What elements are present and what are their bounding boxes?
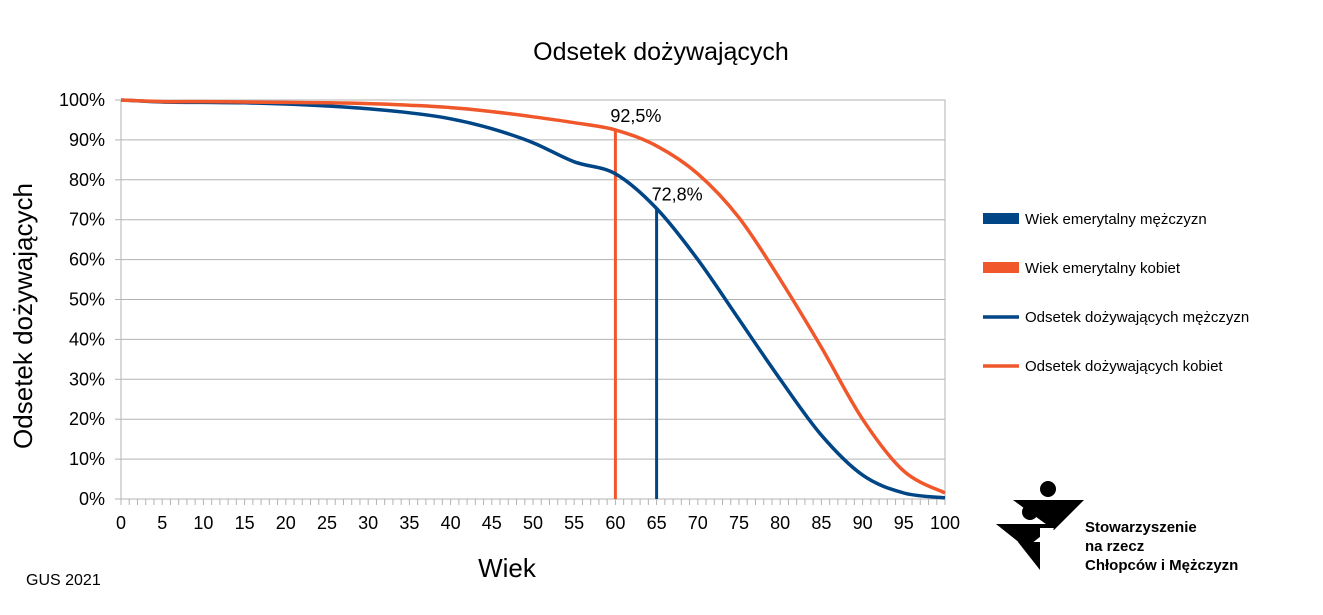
x-tick-label: 70 (688, 513, 708, 533)
legend-label-0: Wiek emerytalny mężczyzn (1025, 211, 1207, 228)
x-tick-label: 25 (317, 513, 337, 533)
x-tick-label: 35 (399, 513, 419, 533)
chart-title: Odsetek dożywających (533, 38, 789, 66)
x-tick-label: 55 (564, 513, 584, 533)
legend-label-2: Odsetek dożywających mężczyzn (1025, 309, 1249, 326)
y-tick-label: 40% (69, 329, 105, 349)
y-tick-label: 50% (69, 290, 105, 310)
logo-text-line1: Stowarzyszenie (1085, 519, 1197, 536)
y-tick-label: 100% (59, 90, 105, 110)
logo-mark-icon (996, 481, 1084, 570)
legend-label-1: Wiek emerytalny kobiet (1025, 260, 1181, 277)
data-label-0: 72,8% (652, 185, 703, 205)
x-tick-label: 15 (235, 513, 255, 533)
x-tick-label: 95 (894, 513, 914, 533)
legend-label-3: Odsetek dożywających kobiet (1025, 358, 1223, 375)
x-tick-label: 10 (193, 513, 213, 533)
logo: Stowarzyszenie na rzecz Chłopców i Mężcz… (996, 481, 1238, 574)
legend-swatch-0 (983, 213, 1019, 224)
y-tick-label: 20% (69, 409, 105, 429)
x-tick-label: 65 (647, 513, 667, 533)
x-tick-label: 5 (157, 513, 167, 533)
x-tick-label: 100 (930, 513, 960, 533)
x-tick-label: 85 (811, 513, 831, 533)
y-axis-title: Odsetek dożywających (8, 183, 38, 449)
x-tick-label: 80 (770, 513, 790, 533)
x-tick-label: 90 (853, 513, 873, 533)
y-tick-label: 0% (79, 489, 105, 509)
y-tick-label: 80% (69, 170, 105, 190)
y-tick-label: 60% (69, 250, 105, 270)
y-tick-label: 30% (69, 369, 105, 389)
y-tick-label: 90% (69, 130, 105, 150)
x-tick-label: 50 (523, 513, 543, 533)
logo-text-line3: Chłopców i Mężczyzn (1085, 557, 1238, 574)
data-label-1: 92,5% (610, 106, 661, 126)
x-tick-label: 0 (116, 513, 126, 533)
source-note: GUS 2021 (26, 572, 101, 589)
legend: Wiek emerytalny mężczyzn Wiek emerytalny … (983, 211, 1249, 375)
x-tick-label: 20 (276, 513, 296, 533)
x-tick-label: 40 (441, 513, 461, 533)
y-tick-label: 10% (69, 449, 105, 469)
x-tick-label: 45 (482, 513, 502, 533)
y-tick-label: 70% (69, 210, 105, 230)
logo-text-line2: na rzecz (1085, 538, 1144, 555)
legend-swatch-1 (983, 262, 1019, 273)
x-tick-label: 75 (729, 513, 749, 533)
x-tick-label: 60 (605, 513, 625, 533)
x-tick-label: 30 (358, 513, 378, 533)
x-axis-title: Wiek (478, 553, 537, 583)
series-line-1 (120, 98, 946, 495)
plot-area: 0% 10% 20% 30% 40% 50% 60% 70% 80% 90% 100% 0 5 10 15 2… (59, 90, 960, 533)
